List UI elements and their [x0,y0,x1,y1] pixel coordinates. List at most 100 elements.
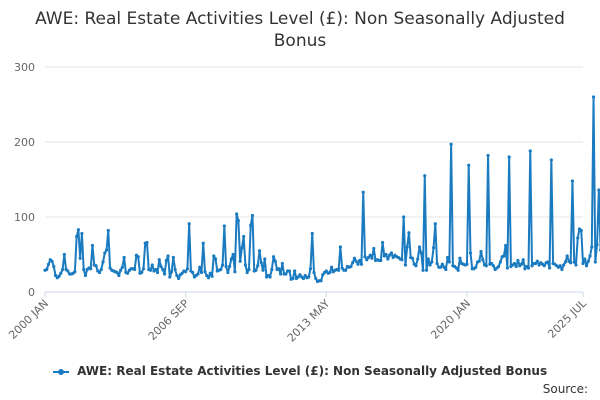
data-point [349,264,353,269]
data-point [243,263,248,267]
data-point [356,262,360,266]
x-tick-label: 2006 SEP [146,297,192,343]
data-point [379,258,383,263]
data-point [235,212,239,216]
data-point [82,267,86,272]
data-point [467,163,471,167]
data-point [136,255,140,259]
data-point [180,271,184,275]
data-point [257,249,262,253]
data-point [521,258,525,262]
legend-line-marker-icon [52,368,69,375]
data-point [161,267,165,272]
data-point [78,256,82,260]
data-point [354,259,358,263]
data-point [310,231,314,236]
data-point [122,255,126,260]
data-point [164,258,168,263]
data-point [528,149,532,153]
data-point [256,264,260,268]
series-plot [43,95,600,284]
x-tick-label: 2025 JUL [545,296,589,340]
data-point [184,270,188,274]
data-point [224,264,228,269]
data-point [519,262,524,266]
data-point [526,266,531,270]
grid-lines [45,66,583,218]
data-point [502,254,506,258]
data-point [308,267,313,271]
data-point [76,228,81,232]
data-point [533,261,538,266]
data-point [219,267,223,272]
data-point [94,264,98,268]
data-point [563,260,568,264]
data-point [481,258,485,262]
data-point [572,260,576,264]
data-point [59,271,63,275]
data-point [314,276,318,281]
data-point [442,265,446,269]
data-point [497,264,501,269]
data-point [417,245,422,249]
data-point [249,223,253,227]
data-point [46,262,51,266]
data-point [358,258,362,263]
data-point [83,273,88,278]
legend[interactable]: AWE: Real Estate Activities Level (£): N… [0,364,600,378]
data-point [60,267,65,272]
data-point [489,261,494,266]
data-point [366,255,371,260]
data-point [414,264,418,268]
data-point [45,267,49,272]
data-point [474,265,478,269]
data-point [438,265,443,269]
data-point [50,259,54,263]
data-point [198,265,202,269]
data-point [287,269,291,273]
data-point [175,273,179,278]
data-point [117,273,121,278]
data-point [57,274,61,278]
data-point [444,267,448,272]
data-point [410,256,415,260]
data-point [579,228,583,233]
x-tick-label: 2000 JAN [6,297,51,342]
data-point [228,264,232,269]
data-point [159,264,163,269]
data-point [583,257,587,261]
data-point [402,215,406,219]
data-point [321,273,325,277]
data-point [542,264,546,268]
data-point [468,251,473,255]
data-point [338,245,342,249]
data-point [280,261,284,266]
data-point [115,270,119,275]
data-point [245,270,249,275]
data-point [359,262,364,266]
legend-label: AWE: Real Estate Activities Level (£): N… [77,364,548,378]
data-point [365,258,369,262]
data-point [205,273,209,278]
data-point [324,269,328,273]
data-point [101,260,105,264]
data-point [421,268,425,272]
data-point [328,270,332,275]
x-tick-label: 2020 JAN [428,297,473,342]
data-point [593,260,597,264]
data-point [384,252,388,257]
data-point [278,272,283,276]
data-point [254,268,258,272]
data-point [247,267,251,272]
data-point [233,270,237,274]
data-point [565,254,569,258]
data-point [220,263,225,267]
data-point [166,254,170,258]
data-point [440,262,444,266]
data-point [352,256,357,260]
data-point [208,271,212,275]
data-point [435,261,439,266]
data-point [191,270,195,275]
data-point [169,270,174,274]
